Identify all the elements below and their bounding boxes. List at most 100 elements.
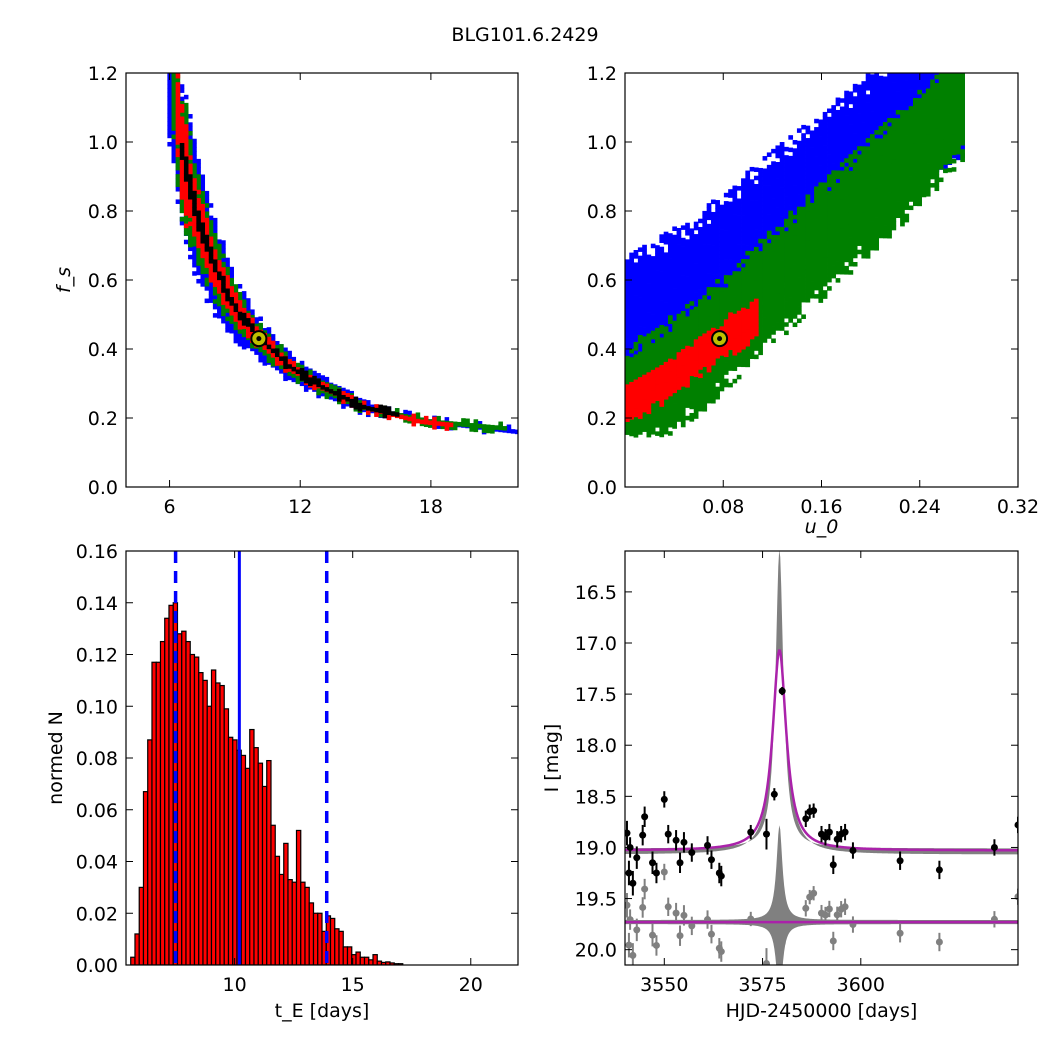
density-cell-outer (827, 133, 832, 138)
density-cell-middle (689, 379, 695, 385)
density-cell-middle (680, 335, 686, 341)
density-cell-outer (891, 86, 897, 91)
density-cell-outer (245, 298, 251, 303)
density-cell-outer (650, 264, 656, 269)
density-cell-outer (167, 108, 172, 114)
density-cell-middle (490, 429, 495, 434)
density-cell-outer (895, 74, 901, 80)
density-cell-middle (680, 319, 686, 324)
density-cell-middle (642, 348, 647, 354)
density-cell-outer (680, 250, 686, 255)
density-cell-outer (646, 304, 652, 309)
density-cell-middle (689, 392, 695, 397)
density-cell-outer (818, 165, 824, 170)
density-cell-middle (233, 325, 239, 331)
density-cell-outer (225, 257, 230, 263)
density-cell-outer (279, 369, 284, 374)
density-cell-middle (646, 420, 652, 425)
density-cell-outer (749, 179, 755, 184)
density-cell-outer (655, 299, 660, 304)
density-cell-middle (498, 425, 503, 431)
density-cell-inner (221, 300, 226, 305)
density-cell-outer (801, 203, 806, 209)
density-cell-middle (693, 306, 699, 312)
density-cell-outer (676, 281, 682, 287)
density-cell-middle (710, 390, 716, 396)
density-cell-outer (192, 155, 197, 160)
density-cell-middle (663, 429, 669, 435)
density-cell-middle (672, 415, 677, 421)
density-cell-middle (171, 73, 177, 78)
density-cell-outer (818, 177, 824, 183)
density-cell-outer (715, 270, 720, 275)
density-cell-outer (642, 331, 647, 337)
density-cell-outer (878, 75, 884, 81)
density-cell-outer (827, 137, 832, 143)
density-cell-middle (316, 390, 321, 396)
density-cell-middle (676, 413, 682, 418)
density-cell-outer (809, 151, 815, 156)
density-cell-outer (792, 193, 798, 199)
density-cell-outer (732, 193, 738, 199)
density-cell-outer (861, 97, 867, 103)
density-cell-outer (702, 248, 708, 253)
density-cell-middle (217, 297, 222, 303)
density-cell-outer (900, 83, 905, 89)
density-cell-outer (642, 315, 647, 320)
density-cell-middle (196, 178, 201, 183)
density-cell-inner (419, 419, 425, 425)
density-cell-outer (663, 297, 669, 303)
density-cell-middle (698, 315, 703, 321)
density-cell-outer (659, 296, 665, 301)
density-cell-middle (650, 351, 656, 356)
density-cell-outer (753, 233, 759, 239)
density-cell-inner (229, 306, 234, 312)
density-cell-middle (241, 332, 247, 338)
density-cell-outer (642, 319, 647, 324)
density-cell-outer (728, 230, 733, 236)
density-cell-core (390, 411, 396, 416)
density-cell-outer (672, 313, 677, 318)
density-cell-middle (680, 385, 686, 391)
density-cell-outer (784, 213, 789, 218)
density-cell-outer (822, 140, 828, 146)
density-cell-outer (792, 181, 798, 186)
density-cell-outer (693, 267, 699, 272)
density-cell-outer (655, 282, 660, 287)
density-cell-outer (779, 191, 785, 197)
density-cell-outer (706, 281, 712, 287)
density-cell-outer (749, 200, 755, 205)
density-cell-outer (723, 254, 729, 260)
density-cell-outer (891, 111, 897, 116)
density-cell-middle (250, 343, 255, 349)
density-cell-inner (179, 170, 185, 175)
density-cell-outer (680, 270, 686, 276)
density-cell-middle (728, 300, 733, 305)
density-cell-outer (254, 317, 259, 322)
density-cell-middle (736, 296, 742, 301)
density-cell-outer (689, 307, 695, 312)
density-cell-outer (758, 176, 763, 181)
density-cell-outer (848, 95, 854, 101)
density-cell-middle (719, 366, 725, 371)
density-cell-middle (672, 324, 677, 330)
density-cell-outer (642, 282, 647, 287)
density-cell-middle (469, 427, 474, 432)
density-cell-outer (904, 96, 910, 102)
density-cell-outer (672, 305, 677, 310)
density-cell-outer (788, 147, 794, 153)
density-cell-core (266, 344, 272, 350)
density-cell-middle (179, 113, 185, 118)
density-cell-middle (659, 428, 665, 434)
density-cell-outer (741, 199, 746, 204)
density-cell-middle (208, 220, 214, 225)
density-cell-outer (809, 184, 815, 189)
density-cell-middle (633, 358, 639, 364)
density-cell-outer (175, 187, 181, 192)
density-cell-middle (702, 303, 708, 309)
density-cell-middle (192, 167, 197, 172)
density-cell-middle (258, 322, 263, 328)
density-cell-outer (749, 208, 755, 213)
density-cell-outer (179, 84, 185, 89)
density-cell-outer (715, 274, 720, 280)
